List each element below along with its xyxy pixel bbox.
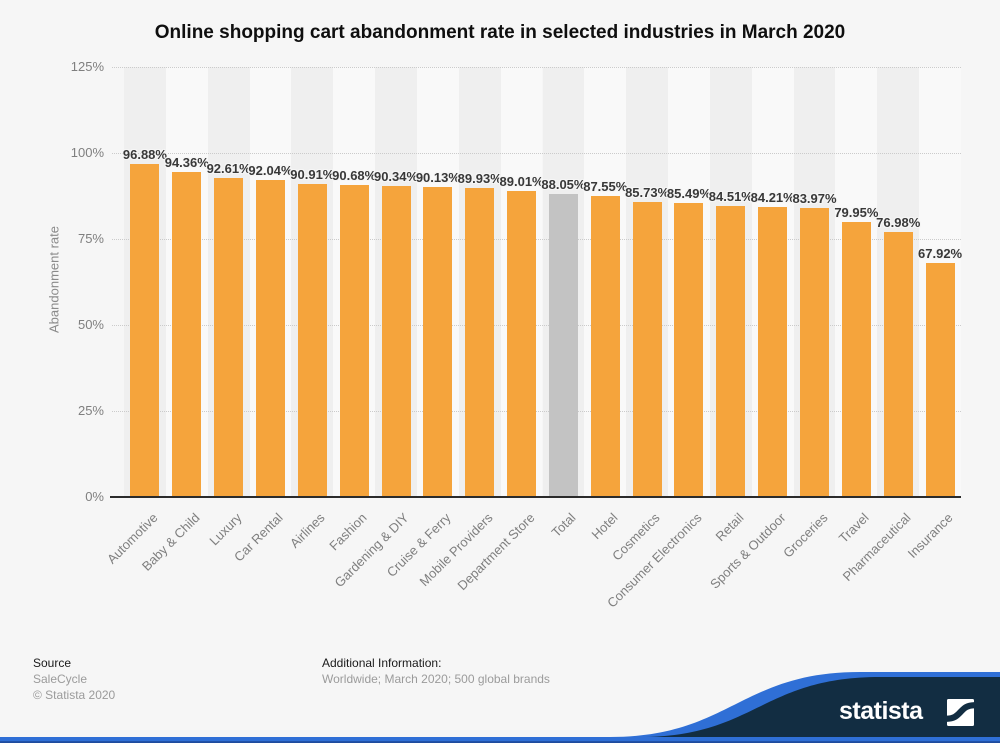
y-axis-tick-label: 100% <box>70 145 104 160</box>
value-label-gardening-diy: 90.34% <box>373 169 419 185</box>
value-label-mobile-providers: 89.93% <box>457 170 502 186</box>
value-label-pharmaceutical: 76.98% <box>876 215 921 231</box>
value-label-baby-child: 94.36% <box>164 155 209 171</box>
y-axis-tick-label: 75% <box>77 231 104 246</box>
statista-footer-band <box>0 672 1000 743</box>
gridline <box>112 153 961 154</box>
bar-insurance <box>925 263 955 497</box>
bar-sports-outdoor <box>758 207 788 497</box>
gridline <box>112 411 961 412</box>
value-label-car-rental: 92.04% <box>248 163 293 179</box>
bar-department-store <box>507 190 537 497</box>
bar-gardening-diy <box>381 186 411 497</box>
value-label-sports-outdoor: 84.21% <box>750 190 795 206</box>
value-label-fashion: 90.68% <box>332 168 377 184</box>
value-label-insurance: 67.92% <box>918 246 963 262</box>
value-label-luxury: 92.61% <box>206 161 251 177</box>
bar-luxury <box>214 178 244 497</box>
chart-title: Online shopping cart abandonment rate in… <box>154 22 846 43</box>
bar-fashion <box>339 185 369 497</box>
gridline <box>112 325 961 326</box>
bar-consumer-electronics <box>674 202 704 497</box>
bar-airlines <box>297 184 327 497</box>
bar-cosmetics <box>632 202 662 497</box>
bar-baby-child <box>172 172 202 497</box>
bar-car-rental <box>255 180 285 497</box>
value-label-automotive: 96.88% <box>122 146 167 162</box>
value-label-groceries: 83.97% <box>792 191 837 207</box>
additional-info-label: Additional Information: <box>322 656 442 670</box>
copyright-note: © Statista 2020 <box>33 688 116 702</box>
value-label-hotel: 87.55% <box>583 178 628 194</box>
additional-info-text: Worldwide; March 2020; 500 global brands <box>322 672 550 686</box>
bar-retail <box>716 206 746 497</box>
y-axis-tick-label: 25% <box>77 403 104 418</box>
statista-wordmark: statista <box>839 697 923 725</box>
bar-travel <box>841 221 871 497</box>
source-name: SaleCycle <box>33 672 88 686</box>
bottom-accent-line <box>0 741 1000 743</box>
value-label-airlines: 90.91% <box>290 167 335 183</box>
value-label-travel: 79.95% <box>834 204 879 220</box>
statista-logo-icon <box>947 699 974 726</box>
bar-pharmaceutical <box>883 232 913 497</box>
bar-automotive <box>130 163 160 497</box>
gridline <box>112 67 961 68</box>
source-label: Source <box>33 656 72 670</box>
y-axis-tick-label: 0% <box>85 489 104 504</box>
value-label-retail: 84.51% <box>708 189 753 205</box>
bar-groceries <box>800 208 830 497</box>
value-label-department-store: 89.01% <box>499 173 544 189</box>
bar-mobile-providers <box>465 187 495 497</box>
value-label-cruise-ferry: 90.13% <box>415 169 460 185</box>
value-label-consumer-electronics: 85.49% <box>666 185 712 201</box>
value-label-total: 88.05% <box>541 177 586 193</box>
value-label-cosmetics: 85.73% <box>625 185 670 201</box>
y-axis-tick-label: 125% <box>70 59 104 74</box>
bar-total <box>548 194 578 497</box>
bar-cruise-ferry <box>423 186 453 497</box>
x-axis-line <box>110 495 961 498</box>
y-axis-tick-label: 50% <box>77 317 104 332</box>
bar-hotel <box>590 195 620 497</box>
navy-corner <box>640 677 1000 737</box>
gridline <box>112 239 961 240</box>
y-axis-title: Abandonment rate <box>46 226 62 333</box>
